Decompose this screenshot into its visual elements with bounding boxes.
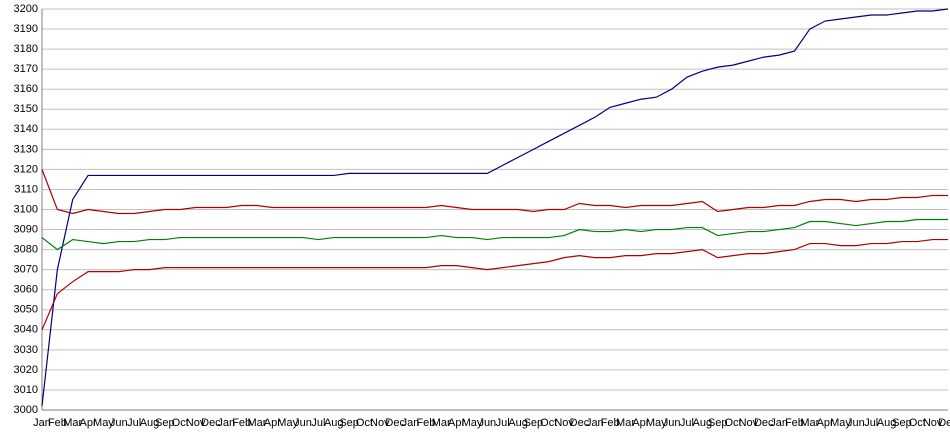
x-tick-label: Jan [402, 417, 420, 429]
x-tick-label: Jun [110, 417, 128, 429]
x-tick-label: May [830, 417, 851, 429]
x-tick-label: Jul [680, 417, 694, 429]
x-tick-label: Jul [496, 417, 510, 429]
x-tick-label: Sep [155, 417, 175, 429]
x-tick-label: Apr [80, 417, 97, 429]
x-tick-label: Mar [432, 417, 451, 429]
x-tick-label: Jun [847, 417, 865, 429]
x-tick-label: Jul [864, 417, 878, 429]
series-line [41, 8, 949, 407]
x-tick-label: Dec [938, 417, 950, 429]
y-tick-label: 3120 [14, 163, 38, 175]
y-tick-label: 3190 [14, 23, 38, 35]
y-tick-label: 3090 [14, 223, 38, 235]
x-tick-label: Jul [127, 417, 141, 429]
x-tick-label: May [646, 417, 667, 429]
x-tick-label: May [93, 417, 114, 429]
x-tick-label: Jun [294, 417, 312, 429]
x-tick-label: Mar [800, 417, 819, 429]
x-tick-label: Nov [554, 417, 574, 429]
x-tick-label: Jan [770, 417, 788, 429]
x-tick-label: Mar [248, 417, 267, 429]
x-tick-label: Nov [739, 417, 759, 429]
y-tick-label: 3110 [14, 183, 38, 195]
y-tick-label: 3050 [14, 304, 38, 316]
y-tick-label: 3010 [14, 384, 38, 396]
x-tick-label: Aug [508, 417, 528, 429]
x-tick-label: Aug [693, 417, 713, 429]
x-tick-label: Oct [909, 417, 926, 429]
x-tick-label: Sep [524, 417, 544, 429]
x-tick-label: Jun [663, 417, 681, 429]
x-tick-label: Apr [264, 417, 281, 429]
x-tick-label: Jan [586, 417, 604, 429]
x-tick-label: Aug [140, 417, 160, 429]
x-tick-label: Nov [370, 417, 390, 429]
y-tick-label: 3070 [14, 264, 38, 276]
series-line [41, 218, 948, 251]
x-tick-label: Sep [339, 417, 359, 429]
x-tick-label: Jan [217, 417, 235, 429]
x-tick-label: Mar [616, 417, 635, 429]
series-line [41, 169, 948, 215]
x-tick-label: Dec [385, 417, 405, 429]
x-tick-label: Sep [892, 417, 912, 429]
x-tick-label: Feb [232, 417, 251, 429]
x-tick-label: Jan [33, 417, 51, 429]
x-tick-label: Mar [63, 417, 82, 429]
x-tick-label: Feb [785, 417, 804, 429]
y-tick-label: 3030 [14, 344, 38, 356]
x-tick-label: Oct [724, 417, 741, 429]
y-tick-label: 3000 [14, 404, 38, 416]
x-tick-label: Apr [817, 417, 834, 429]
x-tick-label: Apr [632, 417, 649, 429]
y-tick-label: 3130 [14, 143, 38, 155]
y-tick-label: 3040 [14, 324, 38, 336]
x-tick-label: Sep [708, 417, 728, 429]
x-tick-label: Feb [416, 417, 435, 429]
y-tick-label: 3140 [14, 123, 38, 135]
x-tick-label: Dec [570, 417, 590, 429]
x-tick-label: Feb [48, 417, 67, 429]
x-tick-label: Oct [540, 417, 557, 429]
x-tick-label: Dec [201, 417, 221, 429]
y-tick-label: 3180 [14, 43, 38, 55]
x-tick-label: Jul [311, 417, 325, 429]
y-tick-label: 3100 [14, 203, 38, 215]
y-tick-label: 3160 [14, 83, 38, 95]
x-tick-label: Aug [877, 417, 897, 429]
x-tick-label: Dec [754, 417, 774, 429]
x-tick-label: Apr [448, 417, 465, 429]
x-tick-label: Nov [186, 417, 206, 429]
x-tick-label: Oct [172, 417, 189, 429]
x-tick-label: May [277, 417, 298, 429]
x-tick-label: Oct [356, 417, 373, 429]
y-tick-label: 3020 [14, 364, 38, 376]
y-tick-label: 3200 [14, 3, 38, 15]
y-tick-label: 3060 [14, 284, 38, 296]
y-tick-label: 3080 [14, 244, 38, 256]
x-tick-label: May [462, 417, 483, 429]
x-tick-label: Feb [601, 417, 620, 429]
series-line [41, 238, 948, 331]
x-tick-label: Nov [923, 417, 943, 429]
x-tick-label: Aug [324, 417, 344, 429]
y-tick-label: 3150 [14, 103, 38, 115]
x-tick-label: Jun [478, 417, 496, 429]
y-tick-label: 3170 [14, 63, 38, 75]
